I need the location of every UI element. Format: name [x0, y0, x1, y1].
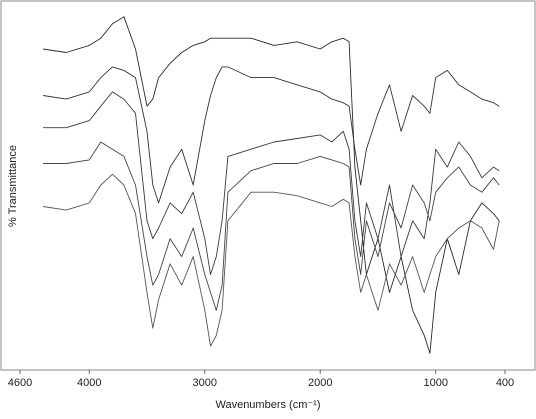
- spectrum-line: [43, 16, 500, 354]
- x-tick-label: 4600: [8, 377, 32, 389]
- spectrum-line: [43, 141, 500, 311]
- x-tick-label: 3000: [193, 377, 217, 389]
- spectrum-line: [43, 173, 500, 347]
- x-tick-label: 400: [496, 377, 514, 389]
- x-tick-label: 2000: [308, 377, 332, 389]
- spectrum-line: [43, 91, 500, 275]
- x-tick-label: 1000: [423, 377, 447, 389]
- y-axis-label: % Transmittance: [7, 145, 19, 227]
- spectrum-line: [43, 66, 500, 204]
- x-axis-label: Wavenumbers (cm⁻¹): [215, 399, 320, 411]
- plot-frame: [0, 0, 536, 371]
- x-tick-label: 4000: [77, 377, 101, 389]
